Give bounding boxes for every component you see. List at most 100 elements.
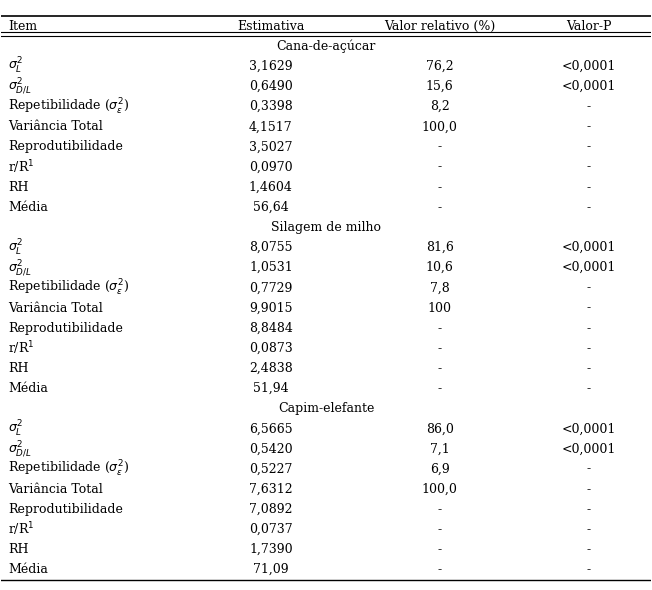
Text: $\sigma^2_{D/L}$: $\sigma^2_{D/L}$ xyxy=(8,439,32,459)
Text: 0,0970: 0,0970 xyxy=(249,160,293,173)
Text: Reprodutibilidade: Reprodutibilidade xyxy=(8,503,123,516)
Text: 0,7729: 0,7729 xyxy=(249,281,293,294)
Text: $\sigma^2_L$: $\sigma^2_L$ xyxy=(8,238,23,258)
Text: -: - xyxy=(587,342,591,355)
Text: <0,0001: <0,0001 xyxy=(562,422,616,435)
Text: 76,2: 76,2 xyxy=(426,60,453,73)
Text: 7,8: 7,8 xyxy=(430,281,449,294)
Text: Cana-de-açúcar: Cana-de-açúcar xyxy=(276,40,376,53)
Text: -: - xyxy=(587,120,591,133)
Text: <0,0001: <0,0001 xyxy=(562,241,616,254)
Text: <0,0001: <0,0001 xyxy=(562,60,616,73)
Text: Reprodutibilidade: Reprodutibilidade xyxy=(8,140,123,153)
Text: -: - xyxy=(587,100,591,113)
Text: 7,1: 7,1 xyxy=(430,442,449,455)
Text: Capim-elefante: Capim-elefante xyxy=(278,402,374,415)
Text: r/R$^1$: r/R$^1$ xyxy=(8,520,35,538)
Text: $\sigma^2_{D/L}$: $\sigma^2_{D/L}$ xyxy=(8,258,32,277)
Text: Repetibilidade ($\sigma^2_\varepsilon$): Repetibilidade ($\sigma^2_\varepsilon$) xyxy=(8,278,129,298)
Text: 0,6490: 0,6490 xyxy=(249,80,293,93)
Text: <0,0001: <0,0001 xyxy=(562,442,616,455)
Text: RH: RH xyxy=(8,543,29,556)
Text: 0,3398: 0,3398 xyxy=(249,100,293,113)
Text: 100,0: 100,0 xyxy=(422,120,458,133)
Text: -: - xyxy=(587,483,591,496)
Text: Repetibilidade ($\sigma^2_\varepsilon$): Repetibilidade ($\sigma^2_\varepsilon$) xyxy=(8,97,129,117)
Text: 6,9: 6,9 xyxy=(430,463,449,476)
Text: -: - xyxy=(437,322,441,335)
Text: 56,64: 56,64 xyxy=(253,201,289,214)
Text: -: - xyxy=(437,503,441,516)
Text: <0,0001: <0,0001 xyxy=(562,80,616,93)
Text: 1,7390: 1,7390 xyxy=(249,543,293,556)
Text: 1,0531: 1,0531 xyxy=(249,261,293,274)
Text: -: - xyxy=(437,563,441,576)
Text: 51,94: 51,94 xyxy=(253,382,289,395)
Text: Média: Média xyxy=(8,563,48,576)
Text: -: - xyxy=(587,563,591,576)
Text: 9,9015: 9,9015 xyxy=(249,301,293,314)
Text: Média: Média xyxy=(8,382,48,395)
Text: Variância Total: Variância Total xyxy=(8,120,102,133)
Text: -: - xyxy=(587,181,591,194)
Text: $\sigma^2_L$: $\sigma^2_L$ xyxy=(8,57,23,77)
Text: 10,6: 10,6 xyxy=(426,261,454,274)
Text: -: - xyxy=(587,160,591,173)
Text: -: - xyxy=(587,382,591,395)
Text: $\sigma^2_L$: $\sigma^2_L$ xyxy=(8,419,23,439)
Text: 100: 100 xyxy=(428,301,452,314)
Text: RH: RH xyxy=(8,362,29,375)
Text: -: - xyxy=(587,301,591,314)
Text: 81,6: 81,6 xyxy=(426,241,454,254)
Text: Média: Média xyxy=(8,201,48,214)
Text: 7,0892: 7,0892 xyxy=(249,503,293,516)
Text: RH: RH xyxy=(8,181,29,194)
Text: <0,0001: <0,0001 xyxy=(562,261,616,274)
Text: -: - xyxy=(437,201,441,214)
Text: Reprodutibilidade: Reprodutibilidade xyxy=(8,322,123,335)
Text: 6,5665: 6,5665 xyxy=(249,422,293,435)
Text: r/R$^1$: r/R$^1$ xyxy=(8,158,35,176)
Text: -: - xyxy=(437,523,441,536)
Text: 15,6: 15,6 xyxy=(426,80,454,93)
Text: 0,5420: 0,5420 xyxy=(249,442,293,455)
Text: 0,5227: 0,5227 xyxy=(249,463,293,476)
Text: -: - xyxy=(587,322,591,335)
Text: -: - xyxy=(437,362,441,375)
Text: -: - xyxy=(437,543,441,556)
Text: 8,8484: 8,8484 xyxy=(249,322,293,335)
Text: -: - xyxy=(587,201,591,214)
Text: -: - xyxy=(437,382,441,395)
Text: -: - xyxy=(587,543,591,556)
Text: Variância Total: Variância Total xyxy=(8,301,102,314)
Text: -: - xyxy=(587,140,591,153)
Text: 7,6312: 7,6312 xyxy=(249,483,293,496)
Text: 2,4838: 2,4838 xyxy=(249,362,293,375)
Text: 4,1517: 4,1517 xyxy=(249,120,293,133)
Text: Variância Total: Variância Total xyxy=(8,483,102,496)
Text: -: - xyxy=(437,181,441,194)
Text: Item: Item xyxy=(8,19,37,32)
Text: Silagem de milho: Silagem de milho xyxy=(271,221,381,234)
Text: 8,2: 8,2 xyxy=(430,100,449,113)
Text: -: - xyxy=(437,342,441,355)
Text: Valor-P: Valor-P xyxy=(566,19,612,32)
Text: 71,09: 71,09 xyxy=(253,563,289,576)
Text: $\sigma^2_{D/L}$: $\sigma^2_{D/L}$ xyxy=(8,77,32,96)
Text: 0,0873: 0,0873 xyxy=(249,342,293,355)
Text: 1,4604: 1,4604 xyxy=(249,181,293,194)
Text: -: - xyxy=(587,362,591,375)
Text: -: - xyxy=(437,140,441,153)
Text: 100,0: 100,0 xyxy=(422,483,458,496)
Text: 0,0737: 0,0737 xyxy=(249,523,293,536)
Text: -: - xyxy=(587,463,591,476)
Text: r/R$^1$: r/R$^1$ xyxy=(8,339,35,357)
Text: Estimativa: Estimativa xyxy=(237,19,304,32)
Text: 86,0: 86,0 xyxy=(426,422,454,435)
Text: Repetibilidade ($\sigma^2_\varepsilon$): Repetibilidade ($\sigma^2_\varepsilon$) xyxy=(8,459,129,479)
Text: 3,5027: 3,5027 xyxy=(249,140,293,153)
Text: Valor relativo (%): Valor relativo (%) xyxy=(384,19,496,32)
Text: -: - xyxy=(587,523,591,536)
Text: -: - xyxy=(587,503,591,516)
Text: 8,0755: 8,0755 xyxy=(249,241,293,254)
